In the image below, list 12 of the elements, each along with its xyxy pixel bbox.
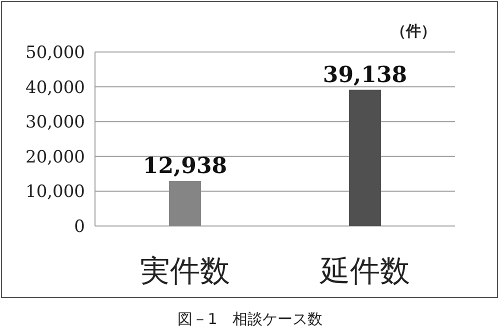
data-label: 12,938 bbox=[142, 152, 228, 179]
x-tick-label: 実件数 bbox=[140, 254, 230, 289]
x-tick-label: 延件数 bbox=[319, 254, 410, 289]
y-axis-title: （件） bbox=[391, 22, 436, 40]
text: 図－1 相談ケース数 bbox=[178, 310, 322, 328]
data-label: 39,138 bbox=[322, 62, 408, 88]
y-tick-label: 50,000 bbox=[26, 43, 85, 63]
y-tick-label: 0 bbox=[74, 217, 85, 237]
y-tick-label: 30,000 bbox=[26, 112, 85, 133]
y-tick-label: 40,000 bbox=[26, 78, 85, 98]
y-tick-label: 10,000 bbox=[26, 182, 85, 202]
y-tick-label: 20,000 bbox=[26, 147, 85, 168]
